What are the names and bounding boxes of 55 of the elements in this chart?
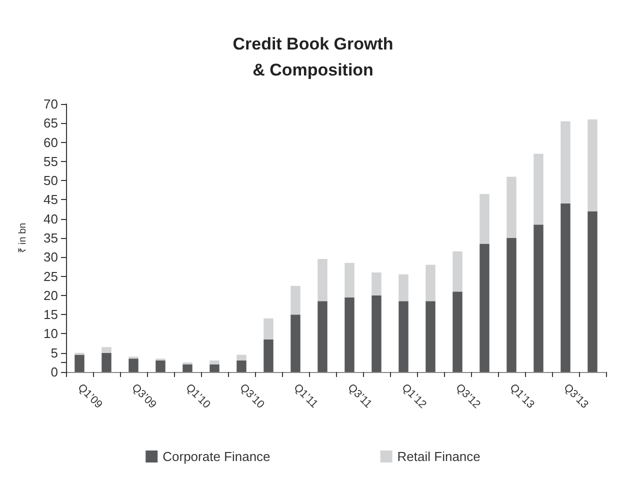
- bar: [344, 297, 354, 372]
- y-tick-label: 40: [44, 211, 58, 226]
- legend-label: Corporate Finance: [162, 449, 270, 464]
- bar: [318, 301, 328, 372]
- bar: [560, 121, 570, 204]
- y-tick-label: 70: [44, 96, 58, 112]
- y-tick-label: 10: [44, 326, 58, 342]
- y-tick-label: 55: [44, 154, 58, 169]
- bar: [128, 358, 138, 372]
- y-tick-label: 15: [44, 307, 58, 322]
- y-tick-label: 5: [50, 345, 58, 360]
- bar: [506, 238, 516, 372]
- bar: [236, 354, 246, 361]
- bar: [102, 352, 112, 372]
- y-tick-label: 25: [44, 268, 58, 284]
- bar: [452, 251, 462, 292]
- bar: [426, 301, 436, 372]
- bar: [236, 360, 246, 372]
- bar: [210, 360, 220, 364]
- bar: [264, 318, 274, 340]
- bar: [426, 264, 436, 302]
- y-tick-label: 50: [44, 173, 58, 188]
- bar: [398, 301, 408, 372]
- y-tick-label: 60: [44, 134, 58, 150]
- y-axis-title: ₹ in bn: [18, 222, 28, 254]
- bar: [318, 259, 328, 302]
- bar: [480, 194, 490, 244]
- bar: [210, 364, 220, 372]
- bar: [156, 360, 166, 372]
- y-tick-label: 65: [44, 116, 58, 131]
- y-tick-label: 45: [44, 192, 58, 208]
- bar: [588, 211, 598, 372]
- bar: [534, 154, 544, 225]
- legend-label: Retail Finance: [397, 449, 480, 464]
- bar: [588, 119, 598, 212]
- bar: [264, 339, 274, 372]
- y-tick-label: 30: [44, 250, 58, 265]
- bar: [452, 292, 462, 372]
- bar: [290, 314, 300, 372]
- y-tick-label: 20: [44, 288, 58, 303]
- bar: [372, 272, 382, 296]
- bar: [102, 347, 112, 353]
- bar: [560, 204, 570, 372]
- y-tick-label: 35: [44, 230, 58, 246]
- y-tick-label: 0: [50, 364, 58, 380]
- bar: [506, 176, 516, 238]
- bar: [182, 364, 192, 372]
- bar: [344, 262, 354, 298]
- bar: [534, 224, 544, 372]
- bar: [74, 354, 84, 372]
- bar: [398, 274, 408, 302]
- bar: [480, 244, 490, 372]
- bar: [290, 286, 300, 315]
- chart-title: Credit Book Growth & Composition: [232, 34, 394, 80]
- bar: [372, 295, 382, 372]
